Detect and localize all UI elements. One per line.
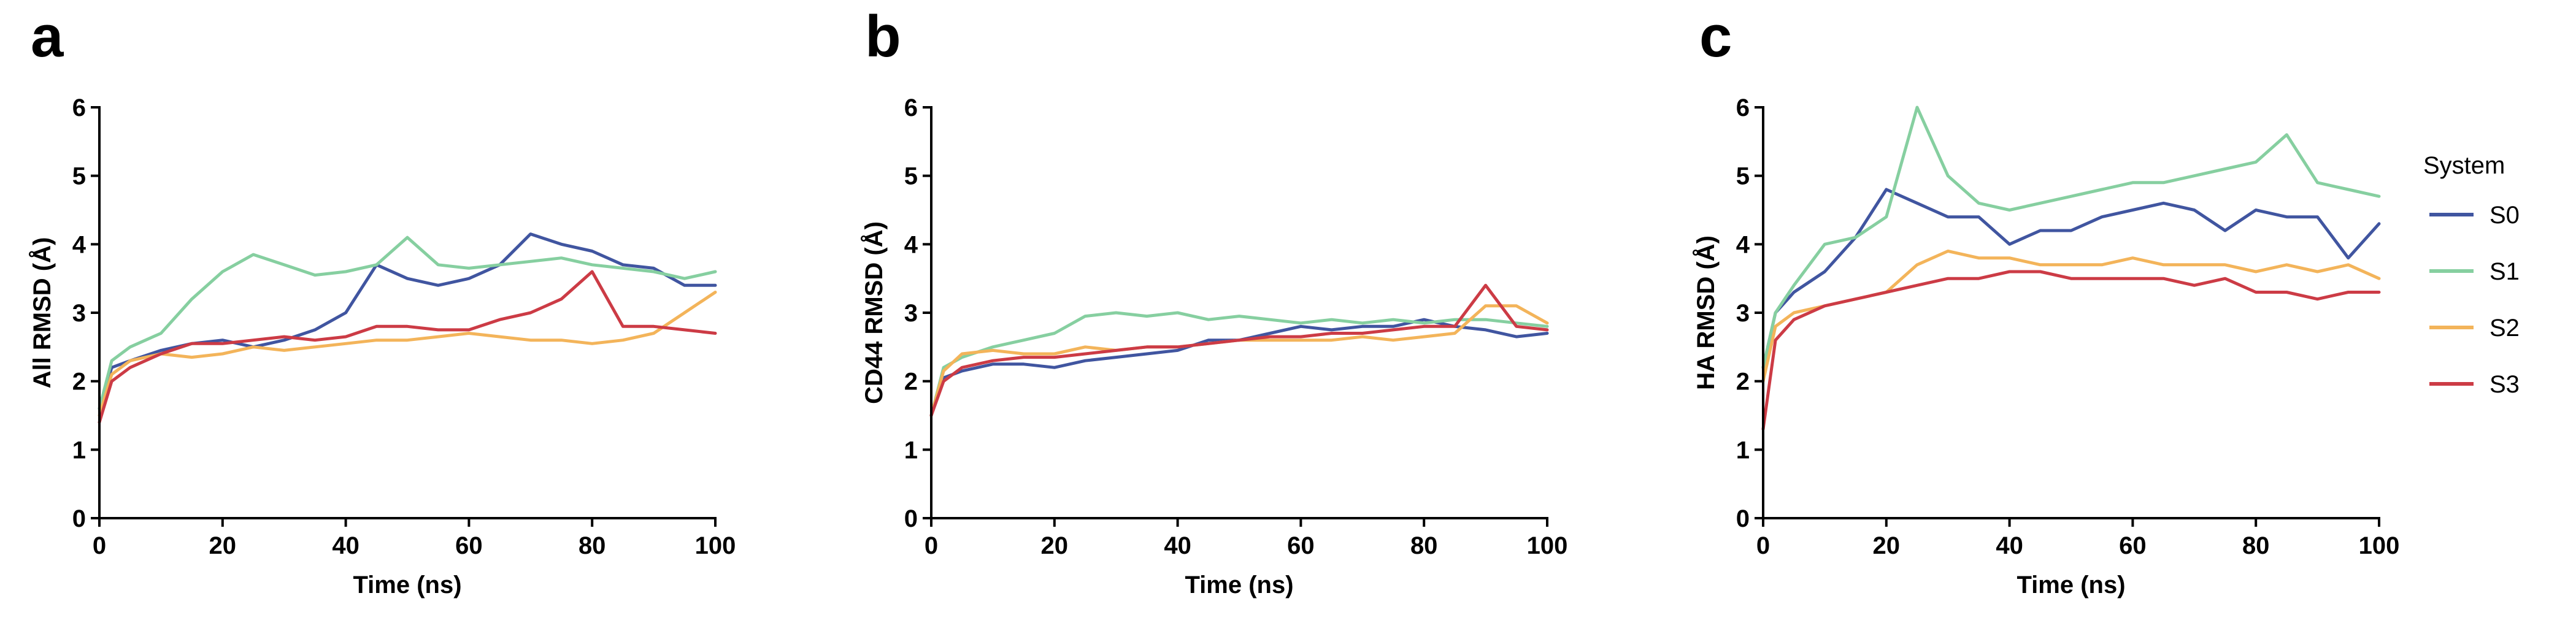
legend: System S0 S1 S2 S3	[2423, 152, 2520, 398]
y-tick-label: 2	[72, 369, 86, 396]
y-tick-label: 4	[72, 231, 87, 258]
panel-letter: c	[1699, 4, 1732, 69]
x-tick-label: 100	[2359, 532, 2400, 559]
x-tick-label: 80	[1410, 532, 1438, 559]
x-tick-label: 40	[1164, 532, 1191, 559]
x-tick-label: 60	[2119, 532, 2147, 559]
legend-label-s3: S3	[2489, 371, 2520, 398]
x-tick-label: 60	[1287, 532, 1315, 559]
x-tick-label: 80	[2242, 532, 2270, 559]
y-tick-label: 4	[1736, 231, 1750, 258]
x-tick-label: 20	[1041, 532, 1069, 559]
y-axis-label: CD44 RMSD (Å)	[860, 221, 888, 404]
y-tick-label: 5	[904, 163, 918, 190]
y-tick-label: 2	[1736, 369, 1750, 396]
x-axis-label: Time (ns)	[353, 572, 461, 598]
series-line-s2	[929, 304, 1549, 417]
x-axis-label: Time (ns)	[1185, 572, 1293, 598]
series-line-s3	[1761, 270, 2381, 431]
y-tick-label: 3	[1736, 300, 1750, 327]
x-tick-label: 100	[1527, 532, 1568, 559]
series-line-s3	[929, 283, 1549, 417]
series-line-s0	[929, 318, 1549, 417]
series-line-s1	[929, 311, 1549, 417]
y-tick-label: 0	[1736, 505, 1750, 532]
y-tick-label: 6	[72, 94, 86, 121]
legend-label-s2: S2	[2489, 315, 2520, 342]
x-tick-label: 100	[695, 532, 736, 559]
y-tick-label: 0	[72, 505, 86, 532]
x-tick-label: 40	[332, 532, 359, 559]
y-tick-label: 1	[72, 437, 86, 464]
x-tick-label: 0	[1756, 532, 1770, 559]
y-tick-label: 3	[72, 300, 86, 327]
series-line-s0	[1761, 188, 2381, 369]
series-line-s1	[98, 235, 717, 410]
y-tick-label: 2	[904, 369, 918, 396]
series-line-s2	[98, 291, 717, 417]
series-line-s0	[98, 232, 717, 410]
x-tick-label: 60	[455, 532, 483, 559]
series-line-s1	[1761, 105, 2381, 369]
y-tick-label: 1	[1736, 437, 1750, 464]
legend-label-s1: S1	[2489, 258, 2520, 285]
y-tick-label: 6	[904, 94, 918, 121]
legend-title: System	[2423, 152, 2505, 179]
x-tick-label: 20	[1873, 532, 1901, 559]
x-tick-label: 0	[93, 532, 106, 559]
y-tick-label: 0	[904, 505, 918, 532]
y-tick-label: 5	[72, 163, 86, 190]
x-tick-label: 40	[1996, 532, 2023, 559]
x-tick-label: 0	[925, 532, 938, 559]
x-axis-label: Time (ns)	[2017, 572, 2125, 598]
y-axis-label: All RMSD (Å)	[28, 237, 56, 389]
y-tick-label: 5	[1736, 163, 1750, 190]
series-line-s2	[1761, 250, 2381, 383]
legend-label-s0: S0	[2489, 202, 2520, 229]
series-line-s3	[98, 270, 717, 424]
x-tick-label: 80	[579, 532, 606, 559]
y-tick-label: 6	[1736, 94, 1750, 121]
y-tick-label: 3	[904, 300, 918, 327]
x-tick-label: 20	[209, 532, 237, 559]
panel-letter: b	[865, 4, 901, 69]
y-tick-label: 1	[904, 437, 918, 464]
y-tick-label: 4	[904, 231, 918, 258]
panel-letter: a	[31, 4, 64, 69]
y-axis-label: HA RMSD (Å)	[1692, 235, 1720, 390]
